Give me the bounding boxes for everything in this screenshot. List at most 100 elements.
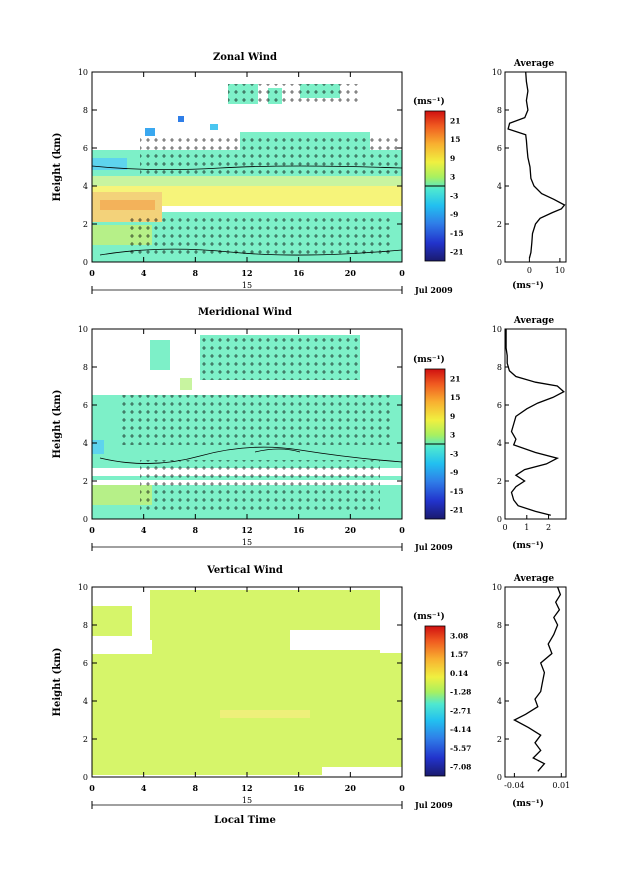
colorbar-tick-label: 15 (450, 135, 460, 144)
day-bar: 15 (91, 281, 403, 294)
colorbar-tick-label: -9 (450, 210, 458, 219)
x-tick-label: 8 (193, 783, 199, 793)
day-label: 15 (242, 281, 252, 290)
y-ticks: 0 2 4 6 8 10 (78, 583, 402, 782)
x-tick-label: 8 (193, 525, 199, 535)
colorbar-tick-label: -21 (450, 248, 464, 257)
x-axis-label: Local Time (214, 815, 276, 826)
average-y-tick-label: 10 (492, 325, 502, 334)
y-tick-label: 8 (83, 363, 88, 372)
colorbar-tick-label: -4.14 (450, 725, 471, 734)
y-tick-label: 6 (83, 144, 88, 153)
x-ticks: 0 4 8 12 16 20 0 (89, 72, 405, 278)
colorbar-tick-label: -3 (450, 191, 458, 200)
y-axis-label: Height (km) (52, 390, 63, 459)
y-tick-label: 10 (78, 68, 88, 77)
x-tick-label: 0 (399, 268, 405, 278)
x-tick-label: 0 (89, 268, 95, 278)
colorbar-tick-label: -21 (450, 506, 464, 515)
average-y-ticks: 0 2 4 6 8 10 (492, 583, 509, 782)
x-ticks: 0 4 8 12 16 20 0 (89, 587, 405, 793)
average-y-tick-label: 4 (497, 697, 502, 706)
average-x-tick-label: 0.01 (552, 781, 570, 790)
average-x-tick-label: 0 (502, 523, 507, 532)
colorbar-tick-label: -15 (450, 229, 464, 238)
average-y-tick-label: 2 (497, 220, 502, 229)
y-tick-label: 8 (83, 621, 88, 630)
colorbar: (ms⁻¹) 21 15 9 3 -3 -9 -15 -21 (413, 354, 464, 520)
colorbar-tick-label: 3 (450, 173, 455, 182)
x-tick-label: 20 (345, 525, 357, 535)
colorbar-tick-label: 15 (450, 393, 460, 402)
heatmap-field (91, 72, 403, 262)
x-tick-label: 12 (241, 268, 252, 278)
average-x-tick-label: -0.04 (504, 781, 525, 790)
average-x-ticks: 0 10 (527, 258, 565, 275)
average-y-tick-label: 2 (497, 735, 502, 744)
average-profile-line (512, 586, 562, 772)
average-panel: Average 0 2 4 6 8 10 -0.04 0.01 (ms⁻¹) (492, 574, 570, 809)
colorbar-tick-label: 9 (450, 412, 455, 421)
average-xlabel: (ms⁻¹) (512, 280, 544, 291)
x-tick-label: 0 (89, 783, 95, 793)
y-tick-label: 2 (83, 220, 88, 229)
average-y-tick-label: 8 (497, 106, 502, 115)
average-y-tick-label: 8 (497, 363, 502, 372)
colorbar-tick-label: 9 (450, 154, 455, 163)
y-tick-label: 2 (83, 735, 88, 744)
panel-title: Meridional Wind (198, 307, 292, 318)
average-panel: Average 0 2 4 6 8 10 0 10 (ms⁻¹) (492, 59, 567, 291)
y-tick-label: 6 (83, 659, 88, 668)
average-y-tick-label: 6 (497, 659, 502, 668)
panel-title: Zonal Wind (213, 52, 277, 63)
x-tick-label: 16 (293, 525, 305, 535)
average-panel: Average 0 2 4 6 8 10 0 1 2 (ms⁻¹) (492, 316, 567, 551)
average-x-tick-label: 1 (524, 523, 529, 532)
average-y-ticks: 0 2 4 6 8 10 (492, 325, 509, 524)
day-label: 15 (242, 796, 252, 805)
average-x-ticks: 0 1 2 (502, 515, 551, 532)
average-x-tick-label: 10 (555, 266, 565, 275)
y-tick-label: 8 (83, 106, 88, 115)
average-title: Average (513, 59, 554, 69)
x-tick-label: 12 (241, 525, 252, 535)
day-bar: 15 (91, 538, 403, 551)
x-tick-label: 4 (141, 268, 147, 278)
y-ticks: 0 2 4 6 8 10 (78, 68, 402, 267)
x-ticks: 0 4 8 12 16 20 0 (89, 329, 405, 535)
average-x-ticks: -0.04 0.01 (504, 773, 570, 790)
x-tick-label: 4 (141, 783, 147, 793)
y-tick-label: 10 (78, 325, 88, 334)
average-x-tick-label: 2 (546, 523, 551, 532)
y-tick-label: 2 (83, 477, 88, 486)
y-tick-label: 0 (83, 515, 88, 524)
date-label: Jul 2009 (414, 542, 453, 552)
average-y-tick-label: 0 (497, 258, 502, 267)
y-axis-label: Height (km) (52, 133, 63, 202)
date-label: Jul 2009 (414, 800, 453, 810)
y-axis-label: Height (km) (52, 648, 63, 717)
x-tick-label: 12 (241, 783, 252, 793)
average-y-tick-label: 8 (497, 621, 502, 630)
colorbar-tick-label: 21 (450, 116, 460, 125)
x-tick-label: 4 (141, 525, 147, 535)
average-title: Average (513, 316, 554, 326)
colorbar-tick-label: -15 (450, 487, 464, 496)
colorbar-unit: (ms⁻¹) (413, 354, 445, 365)
average-profile-line (505, 329, 565, 516)
colorbar-tick-label: 3.08 (450, 631, 468, 640)
y-tick-label: 0 (83, 773, 88, 782)
y-tick-label: 6 (83, 401, 88, 410)
average-y-ticks: 0 2 4 6 8 10 (492, 68, 509, 267)
x-tick-label: 20 (345, 783, 357, 793)
panel-zonal-wind: Zonal Wind (52, 52, 567, 295)
average-y-tick-label: 0 (497, 773, 502, 782)
colorbar-tick-label: -3 (450, 449, 458, 458)
panel-title: Vertical Wind (206, 565, 283, 576)
day-bar: 15 (91, 796, 403, 809)
heatmap-field (92, 587, 402, 777)
colorbar-tick-label: 3 (450, 431, 455, 440)
